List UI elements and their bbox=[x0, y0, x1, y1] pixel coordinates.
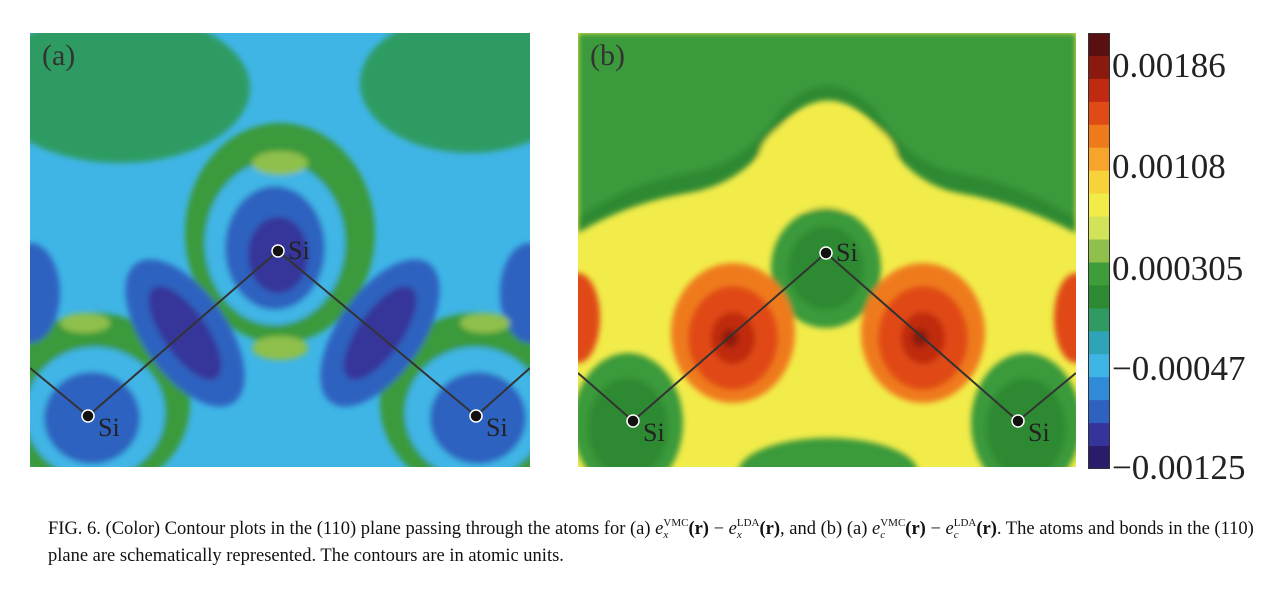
colorbar-band bbox=[1088, 55, 1110, 80]
caption-expression-a: e VMC x (r) − e LDA x (r) bbox=[655, 517, 781, 541]
bonds-b bbox=[578, 252, 1076, 422]
atom-label-left-b: Si bbox=[643, 418, 665, 447]
colorbar-tick-1: 0.00186 bbox=[1112, 46, 1226, 85]
colorbar-tick-3: 0.000305 bbox=[1112, 249, 1244, 288]
colorbar-band bbox=[1088, 101, 1110, 126]
caption-middle: , and (b) (a) bbox=[780, 519, 872, 539]
colorbar-tick-5: −0.00125 bbox=[1112, 448, 1246, 487]
panel-label-b: (b) bbox=[590, 39, 625, 72]
bonds-a bbox=[30, 250, 530, 417]
atom-label-right-a: Si bbox=[486, 413, 508, 442]
atom-label-center-b: Si bbox=[836, 238, 858, 267]
contour-map-b bbox=[578, 33, 1076, 467]
colorbar-tick-4: −0.00047 bbox=[1112, 349, 1246, 388]
figure-caption: FIG. 6. (Color) Contour plots in the (11… bbox=[48, 516, 1258, 570]
colorbar-tick-2: 0.00108 bbox=[1112, 147, 1226, 186]
caption-expression-b: e VMC c (r) − e LDA c (r) bbox=[872, 517, 997, 541]
colorbar-band bbox=[1088, 239, 1110, 264]
colorbar-frame bbox=[1088, 33, 1110, 469]
colorbar bbox=[1088, 33, 1110, 469]
colorbar-band bbox=[1088, 285, 1110, 309]
atoms-b bbox=[626, 246, 1025, 428]
colorbar-band bbox=[1088, 400, 1110, 424]
colorbar-band bbox=[1088, 262, 1110, 287]
colorbar-band bbox=[1088, 354, 1110, 378]
colorbar-band bbox=[1088, 423, 1110, 447]
colorbar-band bbox=[1088, 170, 1110, 195]
atom-label-right-b: Si bbox=[1028, 418, 1050, 447]
colorbar-band bbox=[1088, 216, 1110, 241]
colorbar-band bbox=[1088, 124, 1110, 149]
colorbar-band bbox=[1088, 377, 1110, 401]
contour-plot-a: (a) Si Si Si bbox=[30, 33, 530, 467]
atoms-a bbox=[81, 244, 483, 423]
colorbar-band bbox=[1088, 308, 1110, 332]
colorbar-band bbox=[1088, 78, 1110, 103]
atom-label-left-a: Si bbox=[98, 413, 120, 442]
atom-label-center-a: Si bbox=[288, 236, 310, 265]
contour-plot-b: (b) Si Si Si bbox=[578, 33, 1076, 467]
panel-label-a: (a) bbox=[42, 39, 76, 72]
colorbar-band bbox=[1088, 331, 1110, 355]
colorbar-band bbox=[1088, 147, 1110, 172]
contour-map-a bbox=[30, 33, 530, 467]
caption-suffix: . The atoms and bonds in the (110) plane… bbox=[48, 519, 1254, 566]
caption-prefix: FIG. 6. (Color) Contour plots in the (11… bbox=[48, 519, 656, 539]
colorbar-band bbox=[1088, 446, 1110, 469]
colorbar-band bbox=[1088, 193, 1110, 218]
colorbar-band bbox=[1088, 33, 1110, 57]
